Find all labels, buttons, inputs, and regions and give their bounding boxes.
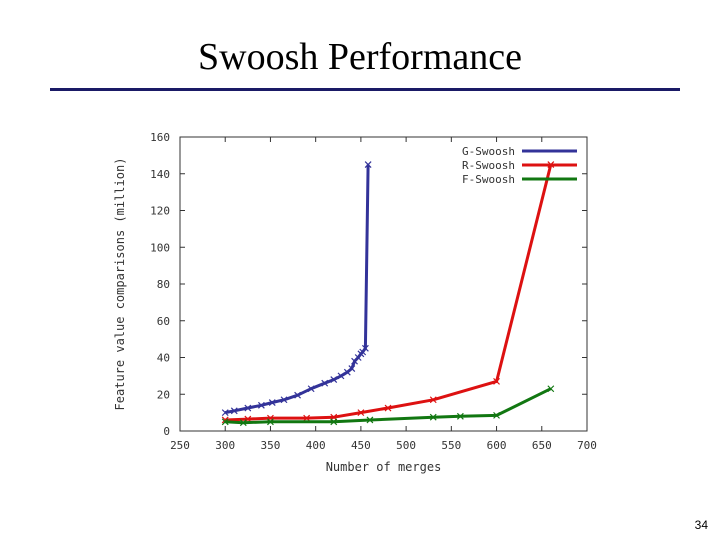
y-tick-label: 40	[157, 352, 170, 365]
f-swoosh-point	[493, 411, 500, 419]
r-swoosh-point	[357, 409, 365, 417]
y-tick-label: 100	[150, 241, 170, 254]
x-tick-label: 600	[487, 439, 507, 452]
g-swoosh-legend-label: G-Swoosh	[462, 145, 515, 158]
title-underline	[50, 88, 680, 91]
r-swoosh-legend-label: R-Swoosh	[462, 159, 515, 172]
y-tick-label: 60	[157, 315, 170, 328]
x-tick-label: 250	[170, 439, 190, 452]
g-swoosh-point	[364, 161, 372, 168]
y-tick-label: 120	[150, 205, 170, 218]
g-swoosh-point	[257, 401, 265, 409]
g-swoosh-point	[230, 407, 238, 415]
g-swoosh-point	[330, 376, 338, 383]
g-swoosh-point	[348, 365, 356, 372]
slide-title: Swoosh Performance	[198, 36, 522, 78]
f-swoosh-point	[366, 416, 374, 424]
g-swoosh-point	[361, 344, 369, 352]
r-swoosh-point	[303, 414, 311, 422]
x-axis-label: Number of merges	[326, 460, 442, 474]
g-swoosh-point	[354, 354, 362, 361]
f-swoosh-point	[547, 385, 555, 393]
r-swoosh-point	[384, 404, 392, 412]
x-tick-label: 450	[351, 439, 371, 452]
x-tick-label: 350	[261, 439, 281, 452]
g-swoosh-line	[224, 164, 370, 415]
g-swoosh-point	[221, 409, 229, 417]
x-tick-label: 700	[577, 439, 597, 452]
x-tick-label: 550	[441, 439, 461, 452]
r-swoosh-point	[493, 377, 500, 385]
page-number: 34	[694, 518, 708, 532]
x-tick-label: 400	[306, 439, 326, 452]
g-swoosh-point	[359, 348, 367, 356]
r-swoosh-line	[225, 164, 553, 422]
f-swoosh-point	[239, 419, 247, 427]
g-swoosh-point	[268, 399, 276, 406]
f-swoosh-point	[267, 418, 274, 426]
f-swoosh-legend-label: F-Swoosh	[462, 173, 515, 186]
y-tick-label: 160	[150, 131, 170, 144]
y-tick-label: 0	[163, 425, 170, 438]
x-tick-label: 300	[215, 439, 235, 452]
g-swoosh-point	[294, 391, 302, 399]
g-swoosh-point	[280, 396, 288, 404]
g-swoosh-point	[244, 404, 252, 412]
x-tick-label: 650	[532, 439, 552, 452]
performance-chart: 0 20 40 60 80 100 120 140 160 250 300 350 400 450 500 5…	[113, 131, 597, 474]
y-axis-label: Feature value comparisons (million)	[113, 158, 127, 411]
y-tick-label: 140	[150, 168, 170, 181]
f-swoosh-point	[330, 418, 338, 426]
f-swoosh-point	[221, 418, 229, 426]
f-swoosh-point	[456, 412, 464, 420]
g-swoosh-point	[321, 379, 329, 387]
g-swoosh-point	[337, 372, 345, 380]
f-swoosh-point	[429, 413, 437, 421]
plot-frame	[179, 136, 588, 432]
y-tick-label: 80	[157, 278, 170, 291]
x-tick-label: 500	[396, 439, 416, 452]
g-swoosh-point	[307, 385, 315, 393]
y-tick-label: 20	[157, 388, 170, 401]
r-swoosh-point	[429, 396, 437, 404]
